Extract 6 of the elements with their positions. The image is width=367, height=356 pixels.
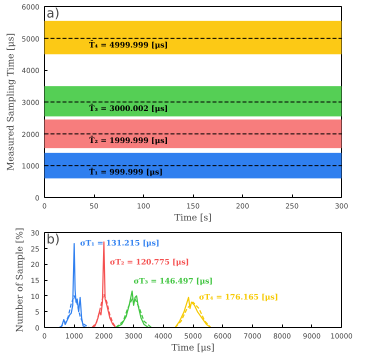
y-axis-title: Measured Sampling Time [μs] [6,33,17,171]
annotation: b) [46,232,60,248]
annotation: a) [46,6,60,22]
x-axis-title: Time [μs] [171,344,215,354]
y-axis-title: Number of Sample [%] [16,228,26,332]
x-axis-title: Time [s] [174,214,212,224]
